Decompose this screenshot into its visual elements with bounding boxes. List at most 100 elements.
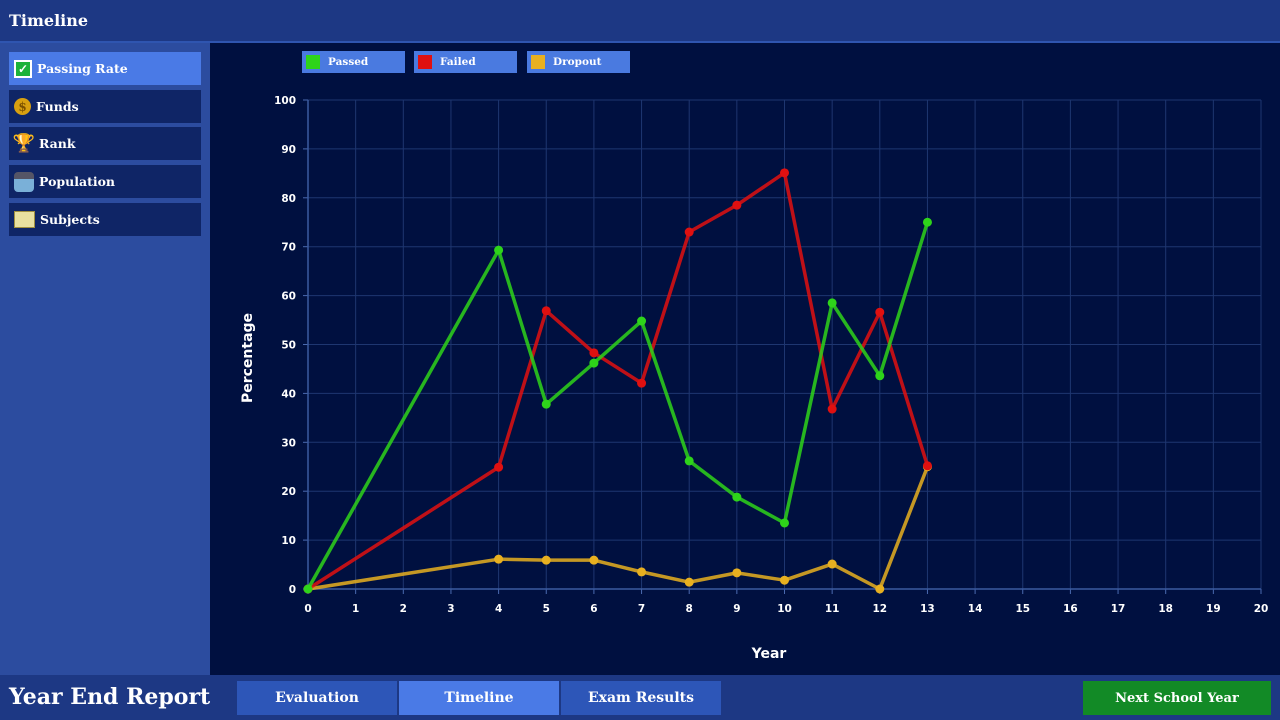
sidebar-item-subjects[interactable]: Subjects	[9, 203, 201, 236]
sidebar-item-rank[interactable]: 🏆 Rank	[9, 127, 201, 160]
page-title: Timeline	[9, 11, 89, 30]
book-icon	[14, 211, 35, 228]
report-title: Year End Report	[9, 684, 211, 710]
data-point-failed	[589, 348, 599, 358]
sidebar-item-population[interactable]: Population	[9, 165, 201, 198]
sidebar-item-label: Population	[39, 174, 116, 189]
bottom-bar: Year End Report Evaluation Timeline Exam…	[0, 675, 1280, 720]
data-point-passed	[732, 492, 742, 502]
legend-swatch-dropout	[531, 55, 545, 69]
sidebar-item-label: Funds	[36, 99, 79, 114]
data-point-passed	[589, 358, 599, 368]
trophy-icon: 🏆	[12, 133, 36, 154]
legend-label: Failed	[440, 56, 476, 68]
legend-failed[interactable]: Failed	[414, 51, 517, 73]
data-point-passed	[780, 518, 789, 528]
data-point-passed	[541, 399, 551, 409]
x-tick-label: 8	[686, 603, 693, 615]
sidebar-item-label: Subjects	[40, 212, 100, 227]
series-line-failed	[307, 171, 930, 591]
x-tick-label: 17	[1111, 603, 1126, 615]
data-point-dropout	[541, 555, 551, 565]
y-tick-label: 60	[281, 291, 296, 303]
sidebar-item-passing-rate[interactable]: ✓ Passing Rate	[9, 52, 201, 85]
y-tick-label: 80	[281, 193, 296, 205]
data-point-dropout	[732, 568, 742, 578]
x-axis-label: Year	[751, 646, 787, 662]
legend-label: Passed	[328, 56, 369, 68]
data-point-failed	[827, 404, 837, 414]
data-point-passed	[637, 316, 647, 326]
x-tick-label: 4	[495, 603, 502, 615]
x-tick-label: 11	[825, 603, 840, 615]
student-icon	[14, 171, 34, 192]
data-point-passed	[827, 298, 837, 308]
sidebar-item-label: Rank	[39, 136, 76, 151]
data-point-passed	[303, 584, 313, 594]
legend-swatch-failed	[418, 55, 432, 69]
legend-passed[interactable]: Passed	[302, 51, 405, 73]
x-tick-label: 7	[638, 603, 645, 615]
x-tick-label: 5	[543, 603, 550, 615]
x-tick-label: 20	[1254, 603, 1269, 615]
data-point-passed	[875, 371, 885, 381]
x-tick-label: 15	[1015, 603, 1030, 615]
x-tick-label: 6	[590, 603, 597, 615]
x-tick-label: 14	[968, 603, 983, 615]
y-tick-label: 10	[281, 535, 296, 547]
x-tick-label: 16	[1063, 603, 1078, 615]
legend-label: Dropout	[553, 56, 602, 68]
legend-dropout[interactable]: Dropout	[527, 51, 630, 73]
coin-icon: $	[14, 98, 31, 115]
data-point-failed	[780, 168, 789, 178]
data-point-dropout	[637, 567, 647, 577]
data-point-failed	[922, 461, 932, 471]
y-axis-label: Percentage	[240, 313, 256, 403]
data-point-passed	[684, 456, 694, 466]
y-tick-label: 0	[289, 584, 296, 596]
checkbox-icon: ✓	[14, 59, 32, 78]
x-tick-label: 12	[872, 603, 887, 615]
data-point-dropout	[494, 554, 504, 564]
data-point-failed	[875, 307, 885, 317]
x-tick-label: 13	[920, 603, 935, 615]
x-tick-label: 3	[447, 603, 454, 615]
data-point-failed	[541, 306, 551, 316]
data-point-failed	[494, 462, 504, 472]
data-point-passed	[922, 217, 932, 227]
data-point-dropout	[589, 555, 599, 565]
next-school-year-button[interactable]: Next School Year	[1083, 681, 1271, 715]
chart-panel: Passed Failed Dropout	[210, 43, 1280, 675]
tab-exam-results[interactable]: Exam Results	[561, 681, 721, 715]
y-tick-label: 90	[281, 144, 296, 156]
y-tick-label: 70	[281, 242, 296, 254]
y-tick-label: 40	[281, 388, 296, 400]
sidebar-item-funds[interactable]: $ Funds	[9, 90, 201, 123]
title-bar: Timeline	[0, 0, 1280, 43]
sidebar-item-label: Passing Rate	[37, 61, 128, 76]
data-point-dropout	[684, 577, 694, 587]
x-tick-label: 18	[1158, 603, 1173, 615]
y-tick-label: 20	[281, 486, 296, 498]
data-point-failed	[732, 200, 742, 210]
x-tick-label: 0	[304, 603, 311, 615]
y-tick-label: 100	[274, 95, 296, 107]
x-tick-label: 9	[733, 603, 740, 615]
data-point-dropout	[827, 559, 837, 569]
data-point-dropout	[875, 584, 885, 594]
x-tick-label: 1	[352, 603, 359, 615]
y-tick-label: 50	[281, 340, 296, 352]
y-tick-label: 30	[281, 437, 296, 449]
sidebar: ✓ Passing Rate $ Funds 🏆 Rank Population…	[0, 43, 210, 675]
data-point-failed	[637, 378, 647, 388]
x-tick-label: 19	[1206, 603, 1221, 615]
x-tick-label: 2	[400, 603, 407, 615]
x-tick-label: 10	[777, 603, 792, 615]
legend-swatch-passed	[306, 55, 320, 69]
tab-timeline[interactable]: Timeline	[399, 681, 559, 715]
tab-evaluation[interactable]: Evaluation	[237, 681, 397, 715]
data-point-failed	[684, 227, 694, 237]
data-point-passed	[494, 245, 504, 255]
data-point-dropout	[780, 575, 789, 585]
